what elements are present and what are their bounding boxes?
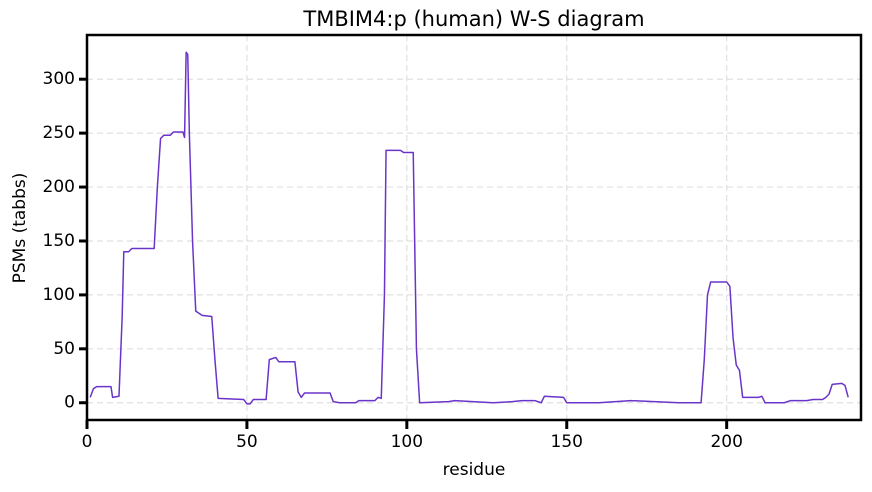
y-tick-label: 300 (43, 69, 75, 89)
x-tick-label: 100 (391, 432, 423, 452)
y-tick-label: 0 (64, 393, 75, 413)
x-tick-label: 200 (710, 432, 742, 452)
y-tick-label: 100 (43, 285, 75, 305)
plot-frame (85, 33, 863, 422)
y-tick-label: 200 (43, 177, 75, 197)
y-tick-label: 150 (43, 231, 75, 251)
y-tick-label: 250 (43, 123, 75, 143)
chart-title: TMBIM4:p (human) W-S diagram (302, 7, 644, 31)
x-tick-label: 0 (82, 432, 93, 452)
x-axis-label: residue (443, 460, 506, 480)
data-line (89, 51, 849, 405)
x-tick-label: 150 (551, 432, 583, 452)
y-axis-label: PSMs (tabbs) (10, 173, 30, 284)
x-tick-label: 50 (236, 432, 258, 452)
y-tick-label: 50 (53, 339, 75, 359)
